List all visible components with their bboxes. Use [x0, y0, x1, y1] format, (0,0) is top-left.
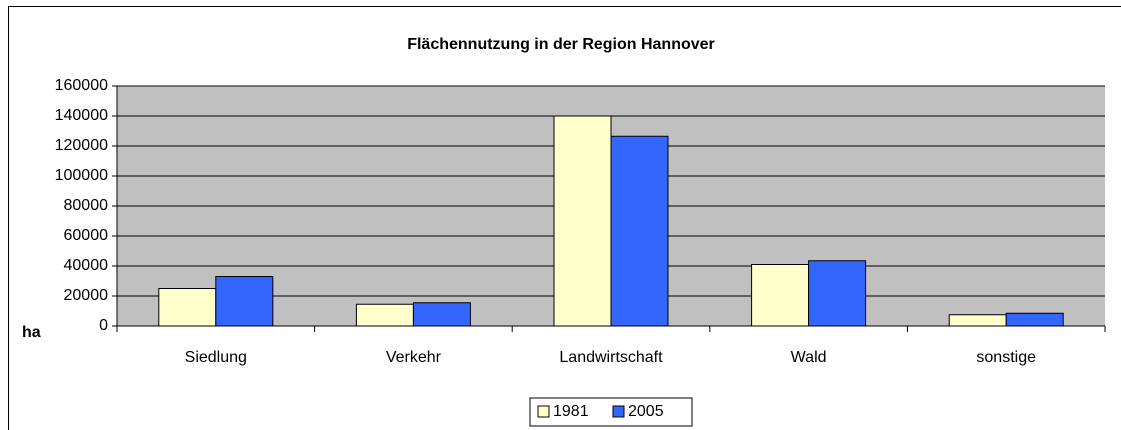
- legend-swatch: [537, 405, 550, 418]
- y-tick-label: 80000: [64, 197, 109, 214]
- y-tick-label: 160000: [55, 77, 108, 94]
- y-tick-label: 40000: [64, 257, 109, 274]
- y-tick-label: 120000: [55, 137, 108, 154]
- y-tick-label: 0: [99, 317, 108, 334]
- x-tick-label: Landwirtschaft: [559, 349, 663, 366]
- y-tick-label: 60000: [64, 227, 109, 244]
- y-tick-label: 140000: [55, 107, 108, 124]
- y-axis-label: ha: [22, 324, 41, 341]
- legend-label: 1981: [553, 403, 589, 420]
- bar: [808, 260, 867, 327]
- legend-label: 2005: [628, 403, 664, 420]
- y-tick-label: 20000: [64, 287, 109, 304]
- bar: [215, 276, 274, 327]
- x-tick-label: sonstige: [976, 349, 1036, 366]
- bar: [751, 264, 810, 327]
- bar: [948, 314, 1007, 327]
- x-tick-label: Wald: [791, 349, 827, 366]
- bar: [1005, 312, 1064, 327]
- legend-swatch: [612, 405, 625, 418]
- x-tick-label: Siedlung: [185, 349, 247, 366]
- bar: [355, 303, 414, 327]
- chart-title: Flächennutzung in der Region Hannover: [407, 36, 715, 53]
- bar: [412, 302, 471, 327]
- bar: [610, 135, 669, 327]
- y-tick-label: 100000: [55, 167, 108, 184]
- bar: [553, 115, 612, 327]
- x-tick-label: Verkehr: [386, 349, 442, 366]
- legend-box: [529, 397, 693, 427]
- bar: [158, 288, 217, 327]
